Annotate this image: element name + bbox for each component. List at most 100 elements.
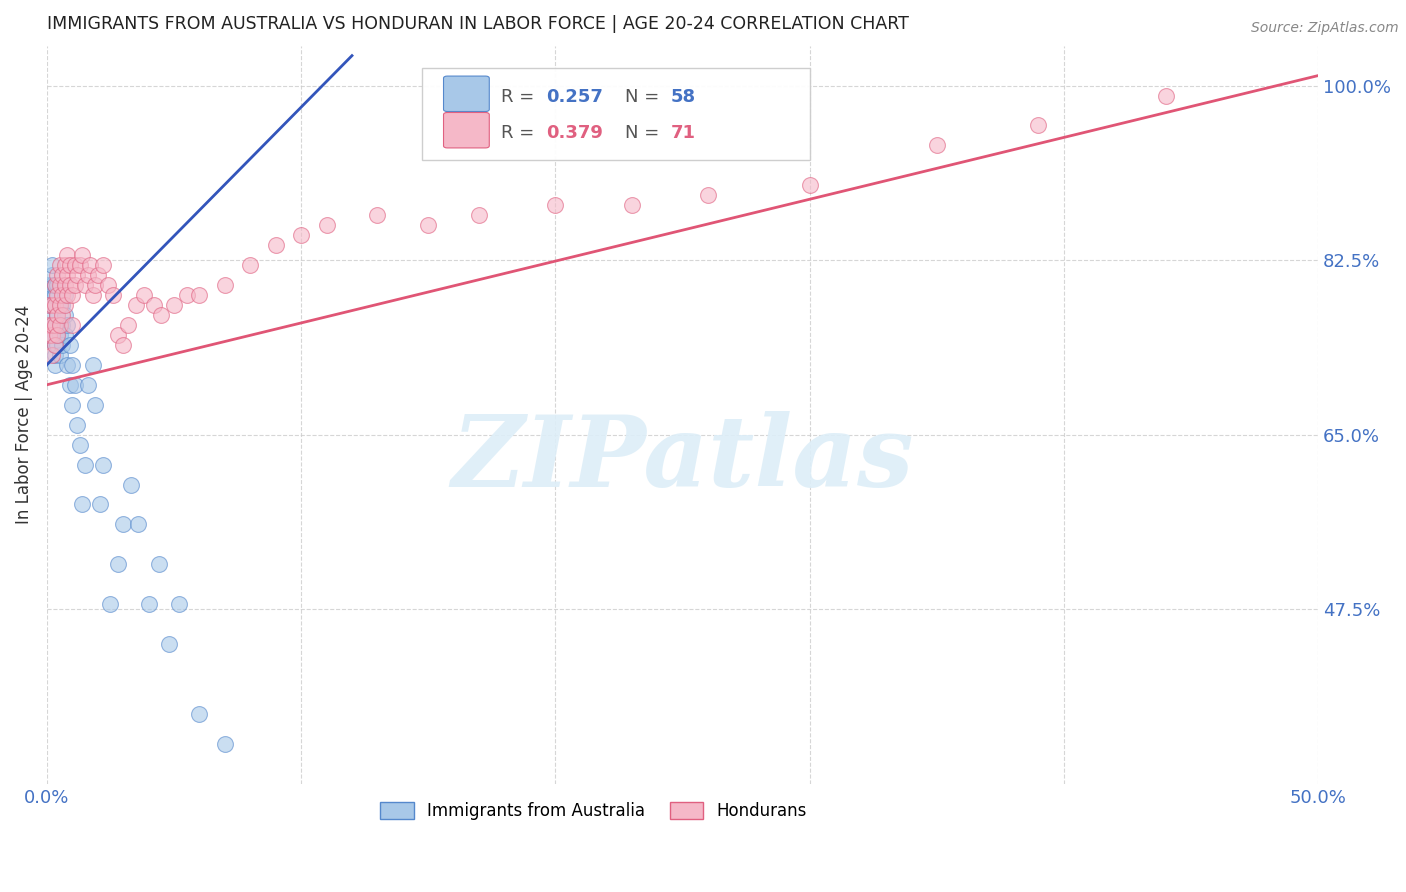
Point [38,298,60,312]
Point [100,597,122,611]
Point [72,498,94,512]
Text: N =: N = [626,124,665,143]
Point [48,298,70,312]
Text: N =: N = [626,88,665,106]
Point [1154,88,1177,103]
Point [468,208,491,222]
Point [38,298,60,312]
Point [44,338,66,352]
Point [84,278,107,293]
FancyBboxPatch shape [422,68,810,160]
Point [56,248,79,262]
Point [41,268,63,282]
Point [48,348,70,362]
Point [56,318,79,332]
Point [87,268,110,282]
Point [53,258,76,272]
Point [125,298,148,312]
Point [44,288,66,302]
Point [76,377,98,392]
Point [44,327,66,342]
Point [214,278,236,293]
Point [48,278,70,293]
Text: 0.257: 0.257 [547,88,603,106]
Point [56,268,79,282]
Point [44,278,66,293]
Point [38,318,60,332]
Point [697,188,720,202]
Point [176,288,198,302]
Point [53,278,76,293]
Point [107,558,129,572]
Point [112,517,135,532]
Point [84,398,107,412]
Point [48,318,70,332]
Point [73,278,96,293]
Point [51,338,73,352]
FancyBboxPatch shape [443,112,489,148]
Point [53,327,76,342]
Point [56,288,79,302]
Point [418,218,440,232]
Point [48,327,70,342]
Text: R =: R = [501,88,540,106]
Point [41,348,63,362]
Point [38,327,60,342]
Point [91,458,114,472]
Point [142,298,165,312]
Point [117,318,139,332]
Point [60,358,83,372]
Point [97,278,120,293]
Point [53,288,76,302]
Point [264,238,287,252]
Point [46,327,69,342]
Point [48,298,70,312]
Point [315,218,337,232]
Point [167,597,190,611]
Point [157,637,180,651]
Point [127,517,149,532]
Text: IMMIGRANTS FROM AUSTRALIA VS HONDURAN IN LABOR FORCE | AGE 20-24 CORRELATION CHA: IMMIGRANTS FROM AUSTRALIA VS HONDURAN IN… [46,15,908,33]
Point [82,358,104,372]
Point [44,278,66,293]
Point [44,318,66,332]
Point [56,358,79,372]
Point [51,318,73,332]
Point [1028,119,1050,133]
Point [925,138,948,153]
Point [41,327,63,342]
Point [53,308,76,322]
Text: 0.379: 0.379 [547,124,603,143]
Point [79,258,101,272]
Point [48,318,70,332]
Point [76,268,98,282]
Point [46,308,69,322]
Point [66,268,89,282]
Point [41,258,63,272]
Point [41,298,63,312]
Point [112,338,135,352]
Point [46,288,69,302]
Point [41,288,63,302]
Point [41,318,63,332]
Text: 58: 58 [671,88,696,106]
Point [239,258,262,272]
Point [59,278,82,293]
Point [150,308,173,322]
Point [51,308,73,322]
Point [544,198,567,212]
Point [620,198,643,212]
Point [59,377,82,392]
Point [69,258,91,272]
Point [46,268,69,282]
Point [799,178,821,193]
Point [120,477,142,491]
Text: ZIPatlas: ZIPatlas [451,410,914,508]
Point [63,278,86,293]
Point [51,298,73,312]
Point [44,298,66,312]
Point [107,327,129,342]
Point [59,258,82,272]
Point [188,706,211,721]
Point [41,318,63,332]
